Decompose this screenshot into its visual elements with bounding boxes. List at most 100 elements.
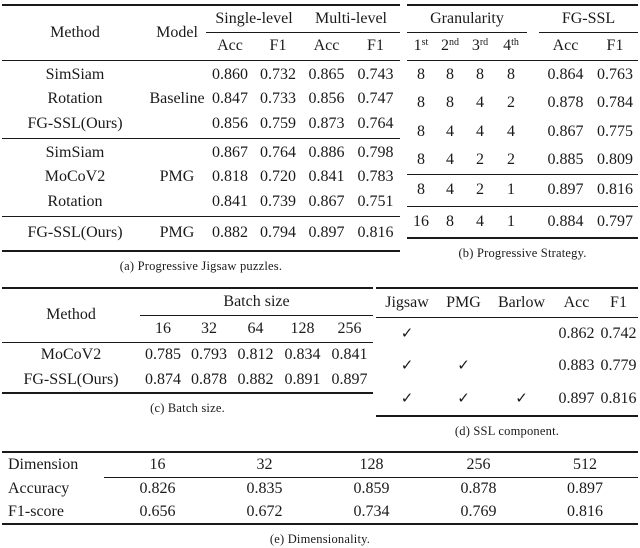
cell-stage: 8 [476,65,484,83]
col-header-256: 256 [425,452,532,479]
cell-stage: 4 [435,174,465,207]
spacer [527,174,539,207]
cell-value: 0.856 [206,111,254,139]
table-dimensionality: Dimension 16 32 128 256 512 Accuracy 0.8… [2,451,638,526]
cell-value: 0.897 [308,224,345,242]
table-progressive-jigsaw: Method Model Single-level Multi-level Ac… [2,4,401,252]
caption-d: (d) SSL component. [454,424,560,439]
col-header-f1: F1 [351,32,401,61]
col-header-16: 16 [140,315,186,344]
table-row: 8 4 2 2 0.885 0.809 [407,145,639,176]
cell-stage: 1 [507,212,515,230]
cell-value: 0.873 [302,111,351,139]
col-header-f1: F1 [592,32,639,61]
cell-value: 0.878 [460,480,497,498]
cell-value: 0.886 [308,143,345,161]
check-cell [438,317,489,350]
cell-stage: 8 [446,94,454,112]
table-row: Jigsaw PMG Barlow Acc F1 [376,287,638,318]
figure-c: Method Batch size 16 32 64 128 256 MoCoV… [2,286,373,417]
cell-value: 0.867 [547,122,584,140]
cell-value: 0.764 [351,111,401,139]
table-row: Granularity FG-SSL [407,5,639,34]
col-group-batch-size: Batch size [140,287,373,316]
table-row: Method Batch size [2,287,373,344]
check-cell [489,350,554,382]
ordinal-suffix: nd [449,37,459,49]
check-cell: ✓ [438,350,489,382]
col-header-32: 32 [186,315,232,344]
col-header-128: 128 [318,452,425,479]
check-cell: ✓ [376,383,438,416]
col-header-acc: Acc [539,32,592,61]
col-header-f1: F1 [254,32,302,61]
cell-stage: 4 [435,145,465,176]
col-header-stage-1: 1st [407,32,435,61]
cell-value: 0.812 [237,346,274,364]
cell-value: 0.841 [206,189,254,218]
col-header-jigsaw: Jigsaw [376,287,438,318]
check-icon: ✓ [400,356,414,375]
cell-value: 0.798 [357,143,394,161]
cell-value: 0.720 [260,168,296,186]
col-header-dimension: Dimension [8,456,79,474]
cell-value: 0.809 [592,145,639,176]
cell-stage: 8 [507,65,515,83]
cell-value: 0.742 [600,324,637,342]
cell-stage: 2 [507,94,515,112]
check-cell: ✓ [438,383,489,416]
cell-method: FG-SSL(Ours) [27,224,123,242]
table-row: Rotation 0.847 0.733 0.856 0.747 [2,87,400,111]
check-cell: ✓ [376,350,438,382]
figure-a: Method Model Single-level Multi-level Ac… [2,4,401,274]
cell-method: Rotation [2,189,148,218]
table-row: Rotation 0.841 0.739 0.867 0.751 [2,189,401,218]
table-row: MoCoV2 0.785 0.793 0.812 0.834 0.841 [2,343,373,368]
table-row: 1st 2nd 3rd 4th Acc F1 [407,32,639,61]
cell-stage: 8 [446,212,454,230]
col-header-stage-4: 4th [495,32,527,61]
cell-stage: 8 [417,65,425,83]
cell-method: FG-SSL(Ours) [2,111,148,139]
table-ssl-component: Jigsaw PMG Barlow Acc F1 ✓ 0.862 0.742 [376,286,638,418]
cell-value: 0.885 [539,145,592,176]
table-progressive-strategy: Granularity FG-SSL 1st 2nd 3rd 4th Acc F… [407,4,639,240]
figure-b: Granularity FG-SSL 1st 2nd 3rd 4th Acc F… [407,4,639,261]
cell-stage: 4 [476,212,484,230]
cell-value: 0.775 [597,122,633,140]
spacer [527,118,539,146]
cell-value: 0.867 [212,143,248,161]
cell-value: 0.878 [191,370,227,388]
table-row: Method Model Single-level Multi-level [2,5,401,61]
cell-stage: 4 [476,122,484,140]
cell-stage: 4 [476,94,484,112]
table-row: 8 4 2 1 0.897 0.816 [407,174,639,207]
cell-value: 0.897 [567,480,603,498]
cell-stage: 8 [417,122,425,140]
col-header-128: 128 [279,315,326,344]
cell-value: 0.818 [212,168,248,186]
col-header-acc: Acc [206,32,254,61]
table-row-highlight: FG-SSL(Ours) PMG 0.882 0.794 0.897 0.816 [2,217,400,251]
cell-value: 0.764 [260,143,296,161]
cell-metric-label: F1-score [8,502,64,520]
cell-value: 0.865 [308,65,345,83]
col-header-acc: Acc [554,287,599,318]
col-header-barlow: Barlow [489,287,554,318]
table-row: 8 8 4 2 0.878 0.784 [407,89,638,117]
check-icon: ✓ [400,323,414,342]
cell-stage: 2 [465,174,495,207]
cell-value: 0.884 [547,212,584,230]
cell-model: PMG [159,224,195,242]
cell-stage: 2 [495,145,527,176]
cell-stage: 1 [495,174,527,207]
cell-value: 0.785 [145,346,181,364]
cell-value: 0.816 [567,502,603,520]
cell-value: 0.882 [212,224,248,242]
spacer [527,145,539,176]
cell-stage: 8 [407,174,435,207]
row-tables-a-b: Method Model Single-level Multi-level Ac… [2,4,639,274]
table-row: 16 8 4 1 0.884 0.797 [407,206,638,238]
spacer [527,206,539,238]
table-batch-size: Method Batch size 16 32 64 128 256 MoCoV… [2,286,373,395]
